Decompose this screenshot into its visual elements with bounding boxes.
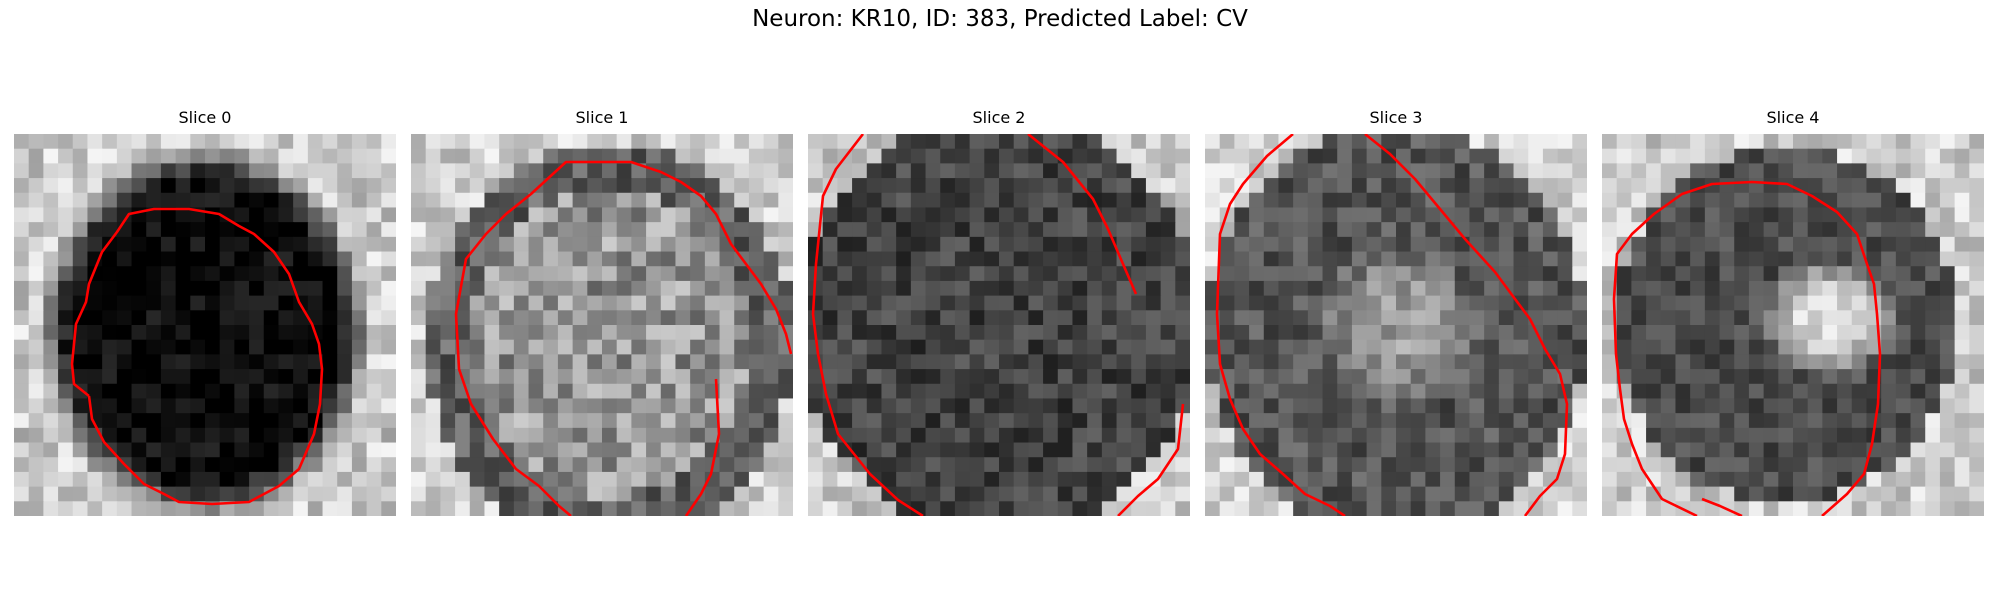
slice-3-pixels [1205, 134, 1587, 516]
slice-3-contour-0 [1215, 134, 1346, 516]
slice-1-microscopy-image [411, 134, 793, 516]
slice-title-0: Slice 0 [178, 108, 232, 127]
slice-2-microscopy-image [808, 134, 1190, 516]
slice-4-pixels [1602, 134, 1984, 516]
slice-image-4 [1602, 134, 1984, 516]
slice-2-contour-1 [1027, 134, 1138, 295]
slice-image-1 [411, 134, 793, 516]
slice-1-contour-0 [454, 160, 793, 516]
slice-1-pixels [411, 134, 793, 516]
slice-4-contour-1 [1701, 497, 1743, 516]
slice-3-microscopy-image [1205, 134, 1587, 516]
slice-0-pixels [14, 134, 396, 516]
slice-2-contour-2 [1117, 403, 1185, 516]
slice-title-1: Slice 1 [575, 108, 629, 127]
slice-3-contour-1 [1364, 134, 1569, 516]
slice-4-contour-0 [1612, 180, 1882, 516]
slice-4-microscopy-image [1602, 134, 1984, 516]
slice-title-4: Slice 4 [1766, 108, 1820, 127]
slice-2-pixels [808, 134, 1190, 516]
slice-image-0 [14, 134, 396, 516]
slice-1-contour-1 [684, 378, 721, 516]
slice-title-3: Slice 3 [1369, 108, 1423, 127]
slice-0-microscopy-image [14, 134, 396, 516]
slice-title-2: Slice 2 [972, 108, 1026, 127]
slice-image-2 [808, 134, 1190, 516]
slice-0-contour-0 [70, 207, 324, 506]
slice-image-3 [1205, 134, 1587, 516]
figure-title: Neuron: KR10, ID: 383, Predicted Label: … [752, 6, 1248, 32]
slice-2-contour-0 [811, 134, 924, 516]
